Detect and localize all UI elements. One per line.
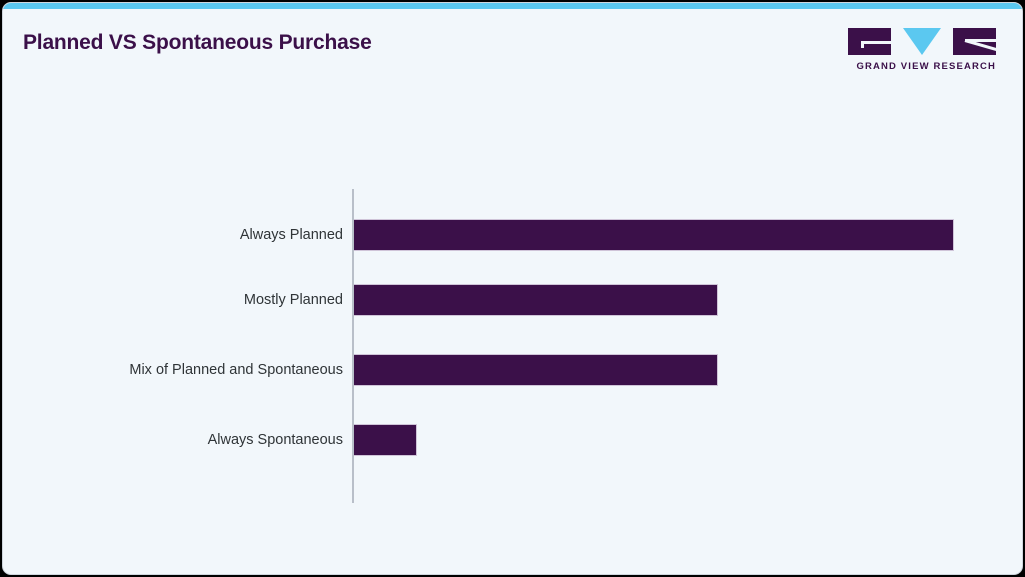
- bar-row: Always Planned: [3, 219, 1022, 251]
- logo-r-mark-icon: [953, 28, 996, 55]
- page-title: Planned VS Spontaneous Purchase: [23, 31, 372, 54]
- logo-g-mark-icon: [848, 28, 891, 55]
- bar-row: Mix of Planned and Spontaneous: [3, 354, 1022, 386]
- grand-view-research-logo: GRAND VIEW RESEARCH: [848, 28, 996, 72]
- bar-category-label: Always Planned: [239, 227, 343, 243]
- bar-mix-of-planned-and-spontaneous[interactable]: [354, 354, 718, 386]
- bar-row: Mostly Planned: [3, 284, 1022, 316]
- logo-marks: [848, 28, 996, 55]
- top-accent-bar: [3, 3, 1022, 9]
- bar-always-spontaneous[interactable]: [354, 424, 417, 456]
- category-axis-line: [352, 189, 354, 503]
- logo-v-mark-icon: [901, 28, 944, 55]
- bar-mostly-planned[interactable]: [354, 284, 718, 316]
- logo-wordmark: GRAND VIEW RESEARCH: [856, 61, 996, 72]
- bar-category-label: Mostly Planned: [243, 292, 343, 308]
- bar-category-label: Always Spontaneous: [207, 432, 343, 448]
- bar-always-planned[interactable]: [354, 219, 954, 251]
- horizontal-bar-chart: Always Planned Mostly Planned Mix of Pla…: [3, 3, 1022, 574]
- bar-category-label: Mix of Planned and Spontaneous: [129, 362, 343, 378]
- bar-row: Always Spontaneous: [3, 424, 1022, 456]
